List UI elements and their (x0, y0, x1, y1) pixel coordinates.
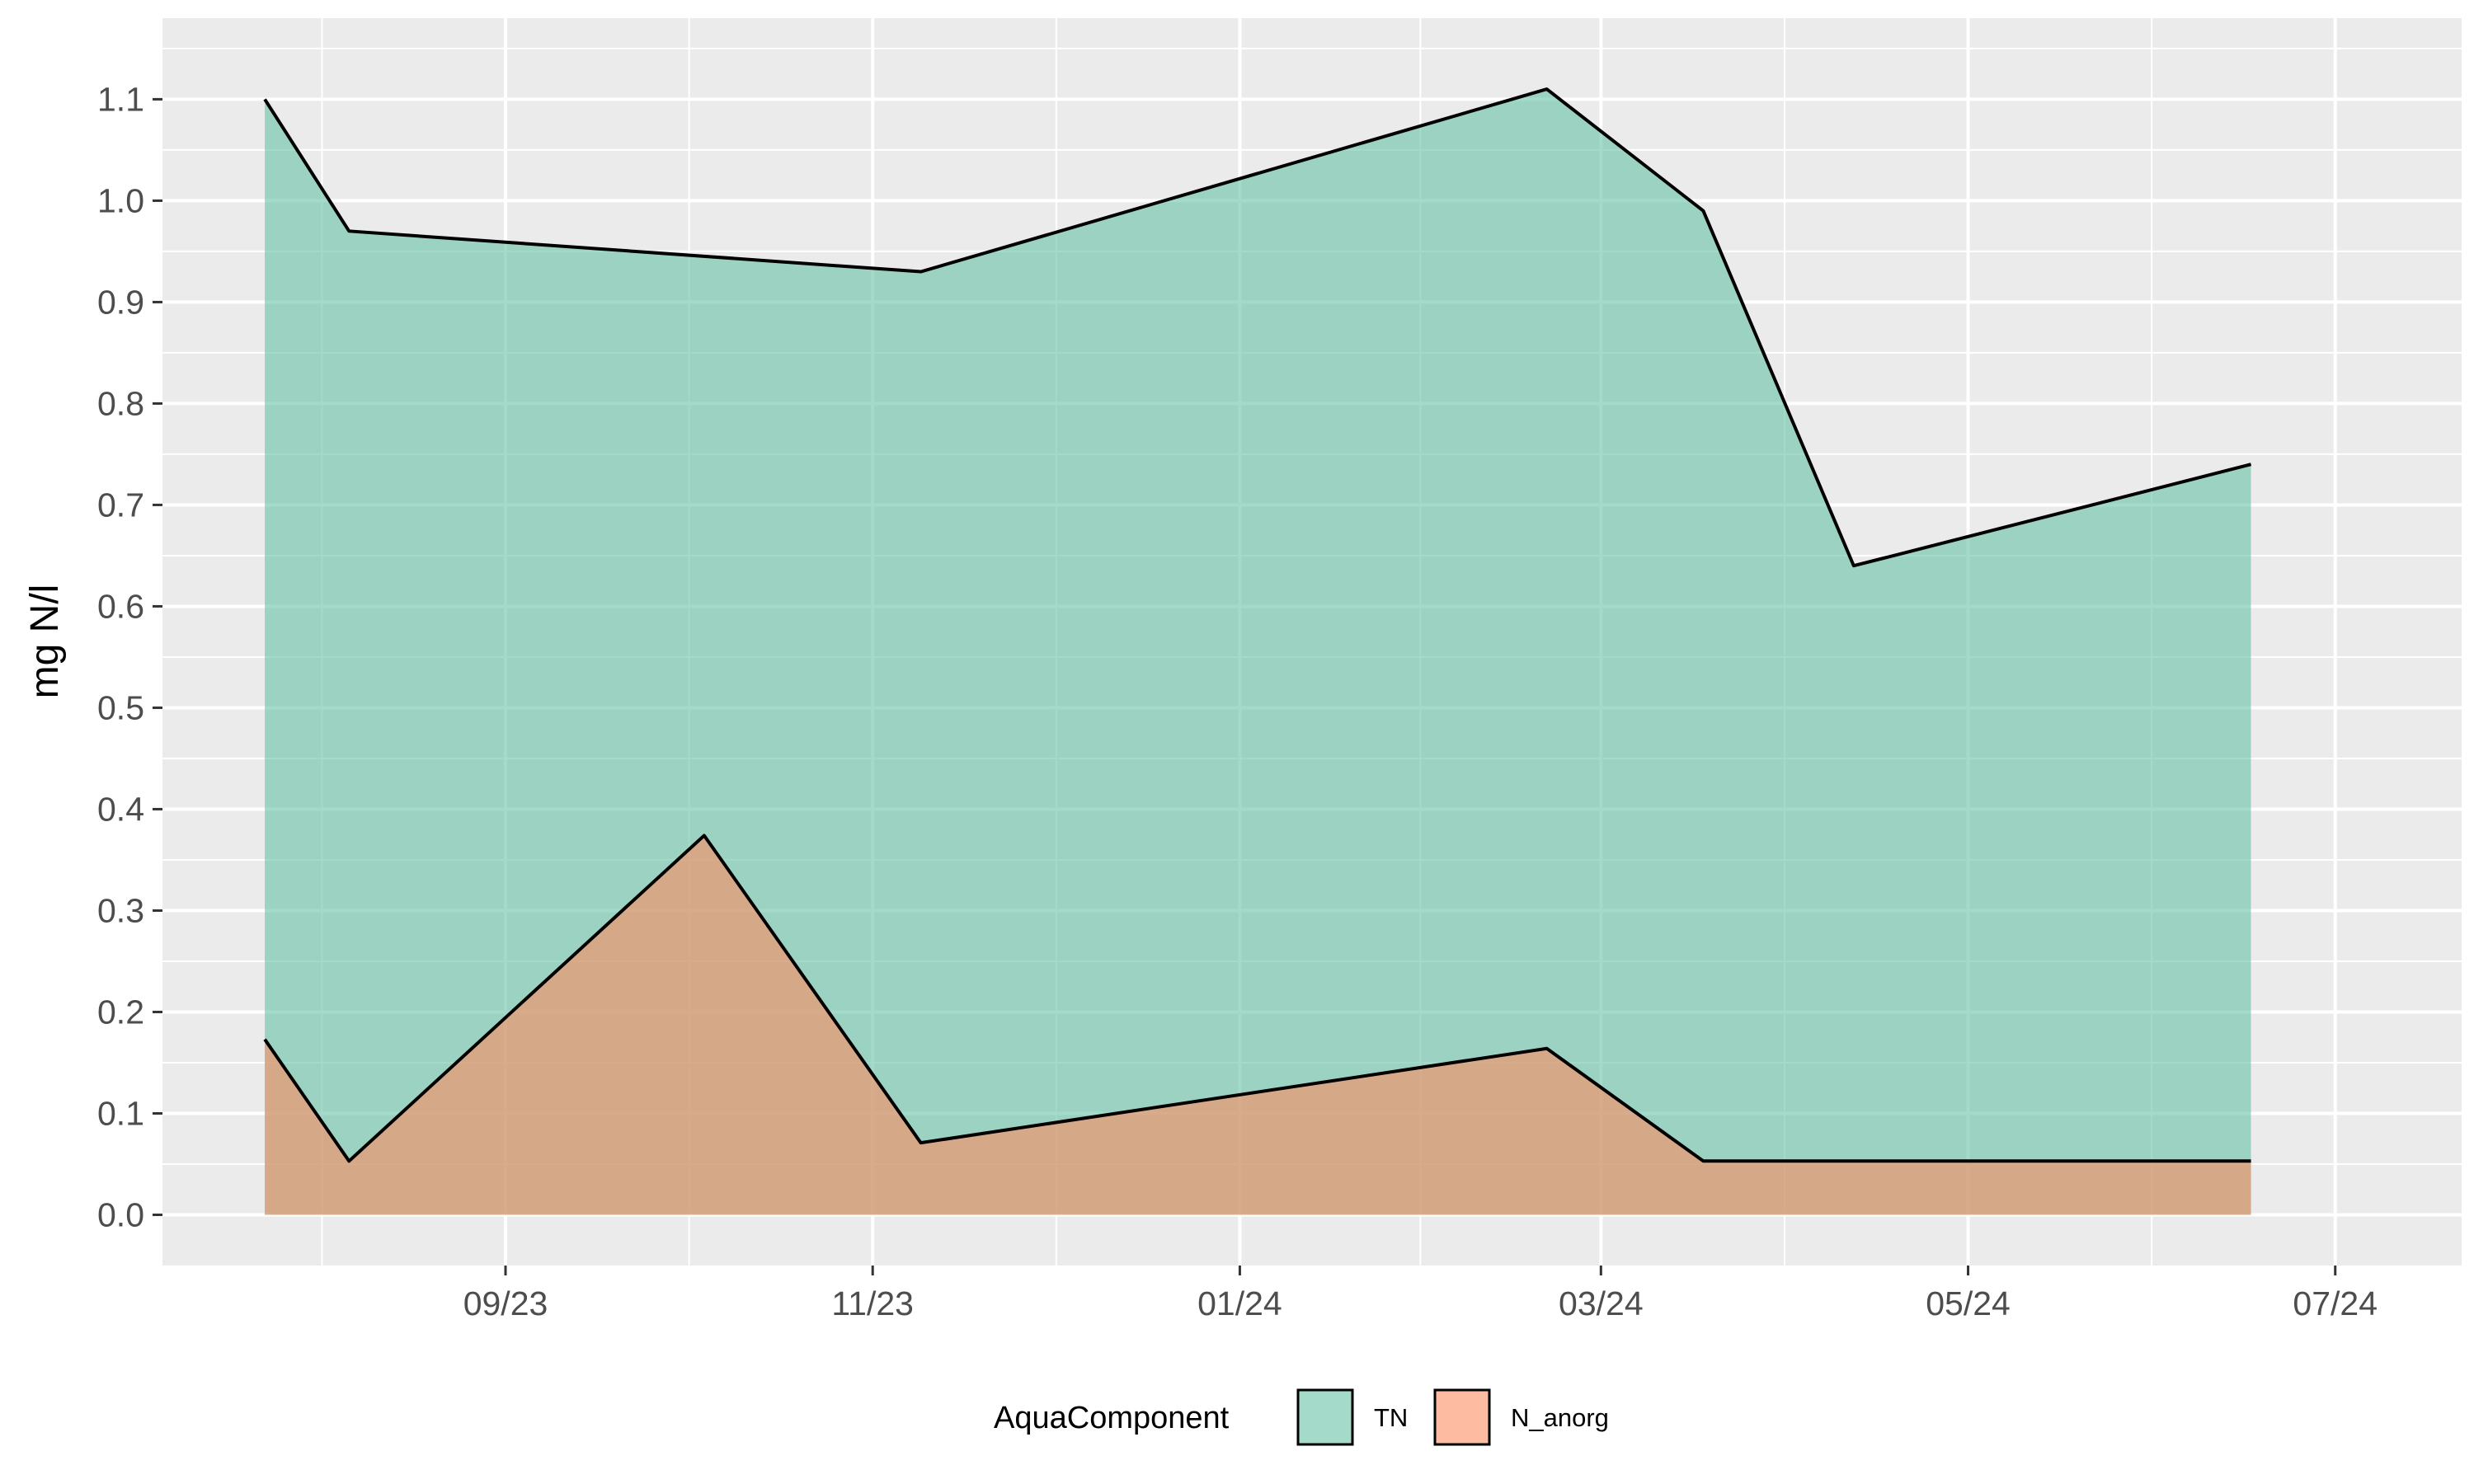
area-n-anorg (265, 835, 2251, 1215)
x-tick-label: 07/24 (2293, 1284, 2378, 1322)
y-tick-label: 1.0 (97, 181, 144, 219)
x-axis: 09/23 11/23 01/24 03/24 05/24 07/24 (463, 1266, 2378, 1322)
legend-label-tn: TN (1374, 1403, 1408, 1432)
legend-title: AquaComponent (994, 1401, 1230, 1435)
legend: AquaComponent TN N_anorg (994, 1388, 1609, 1446)
x-tick-label: 01/24 (1197, 1284, 1282, 1322)
series-lines (263, 87, 2252, 1163)
y-tick-label: 0.1 (97, 1094, 144, 1132)
y-tick-label: 1.1 (97, 80, 144, 118)
y-tick-label: 0.4 (97, 790, 144, 828)
x-tick-label: 09/23 (463, 1284, 548, 1322)
y-tick-label: 0.2 (97, 993, 144, 1031)
x-tick-label: 03/24 (1559, 1284, 1644, 1322)
legend-key-n-anorg (1433, 1388, 1491, 1446)
y-tick-label: 0.9 (97, 283, 144, 321)
line-tn (263, 87, 2252, 568)
y-tick-label: 0.0 (97, 1195, 144, 1233)
y-axis-title: mg N/l (23, 585, 67, 699)
y-tick-label: 0.8 (97, 384, 144, 422)
y-tick-label: 0.7 (97, 486, 144, 524)
legend-label-n-anorg: N_anorg (1511, 1403, 1609, 1432)
line-n-anorg (263, 834, 2251, 1163)
y-tick-label: 0.3 (97, 891, 144, 929)
x-tick-label: 05/24 (1926, 1284, 2011, 1322)
y-tick-label: 0.6 (97, 587, 144, 625)
series-areas (265, 89, 2251, 1215)
legend-key-tn (1296, 1388, 1354, 1446)
y-axis: 0.0 0.1 0.2 0.3 0.4 0.5 0.6 0.7 0.8 0.9 1.0 1.1 (97, 80, 162, 1233)
x-tick-label: 11/23 (831, 1284, 914, 1322)
y-tick-label: 0.5 (97, 688, 144, 726)
